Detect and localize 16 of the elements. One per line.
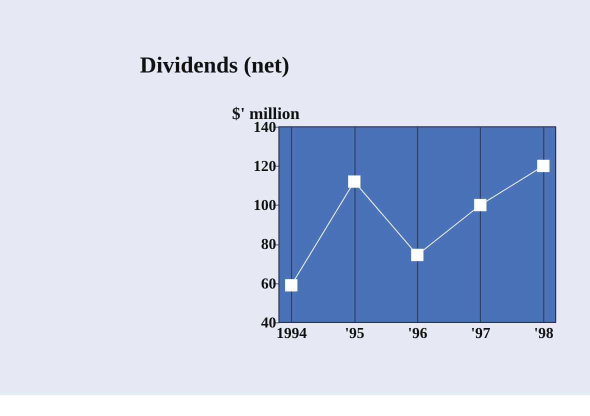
y-tick-label: 100 xyxy=(253,197,277,214)
x-tick-label: '95 xyxy=(344,325,365,342)
point xyxy=(411,248,424,262)
point xyxy=(474,198,486,212)
point xyxy=(285,279,298,292)
chart-title: Dividends (net) xyxy=(140,52,290,78)
x-tick-label: '96 xyxy=(408,325,428,342)
point xyxy=(537,160,550,172)
y-tick-label: 80 xyxy=(261,236,277,254)
x-tick-label: '97 xyxy=(470,325,491,342)
x-tick-label: '98 xyxy=(534,325,554,342)
point xyxy=(348,175,360,188)
x-tick-label: 1994 xyxy=(276,325,308,342)
y-tick-label: 120 xyxy=(253,158,277,175)
y-tick-label: 40 xyxy=(261,314,277,332)
y-tick-label: 60 xyxy=(261,275,277,292)
